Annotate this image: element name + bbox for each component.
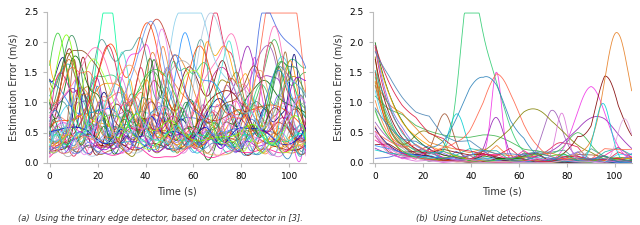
- Text: (a)  Using the trinary edge detector, based on crater detector in [3].: (a) Using the trinary edge detector, bas…: [17, 214, 303, 223]
- Y-axis label: Estimation Error (m/s): Estimation Error (m/s): [8, 34, 19, 141]
- X-axis label: Time (s): Time (s): [157, 187, 196, 196]
- X-axis label: Time (s): Time (s): [483, 187, 522, 196]
- Y-axis label: Estimation Error (m/s): Estimation Error (m/s): [334, 34, 344, 141]
- Text: (b)  Using LunaNet detections.: (b) Using LunaNet detections.: [417, 214, 543, 223]
